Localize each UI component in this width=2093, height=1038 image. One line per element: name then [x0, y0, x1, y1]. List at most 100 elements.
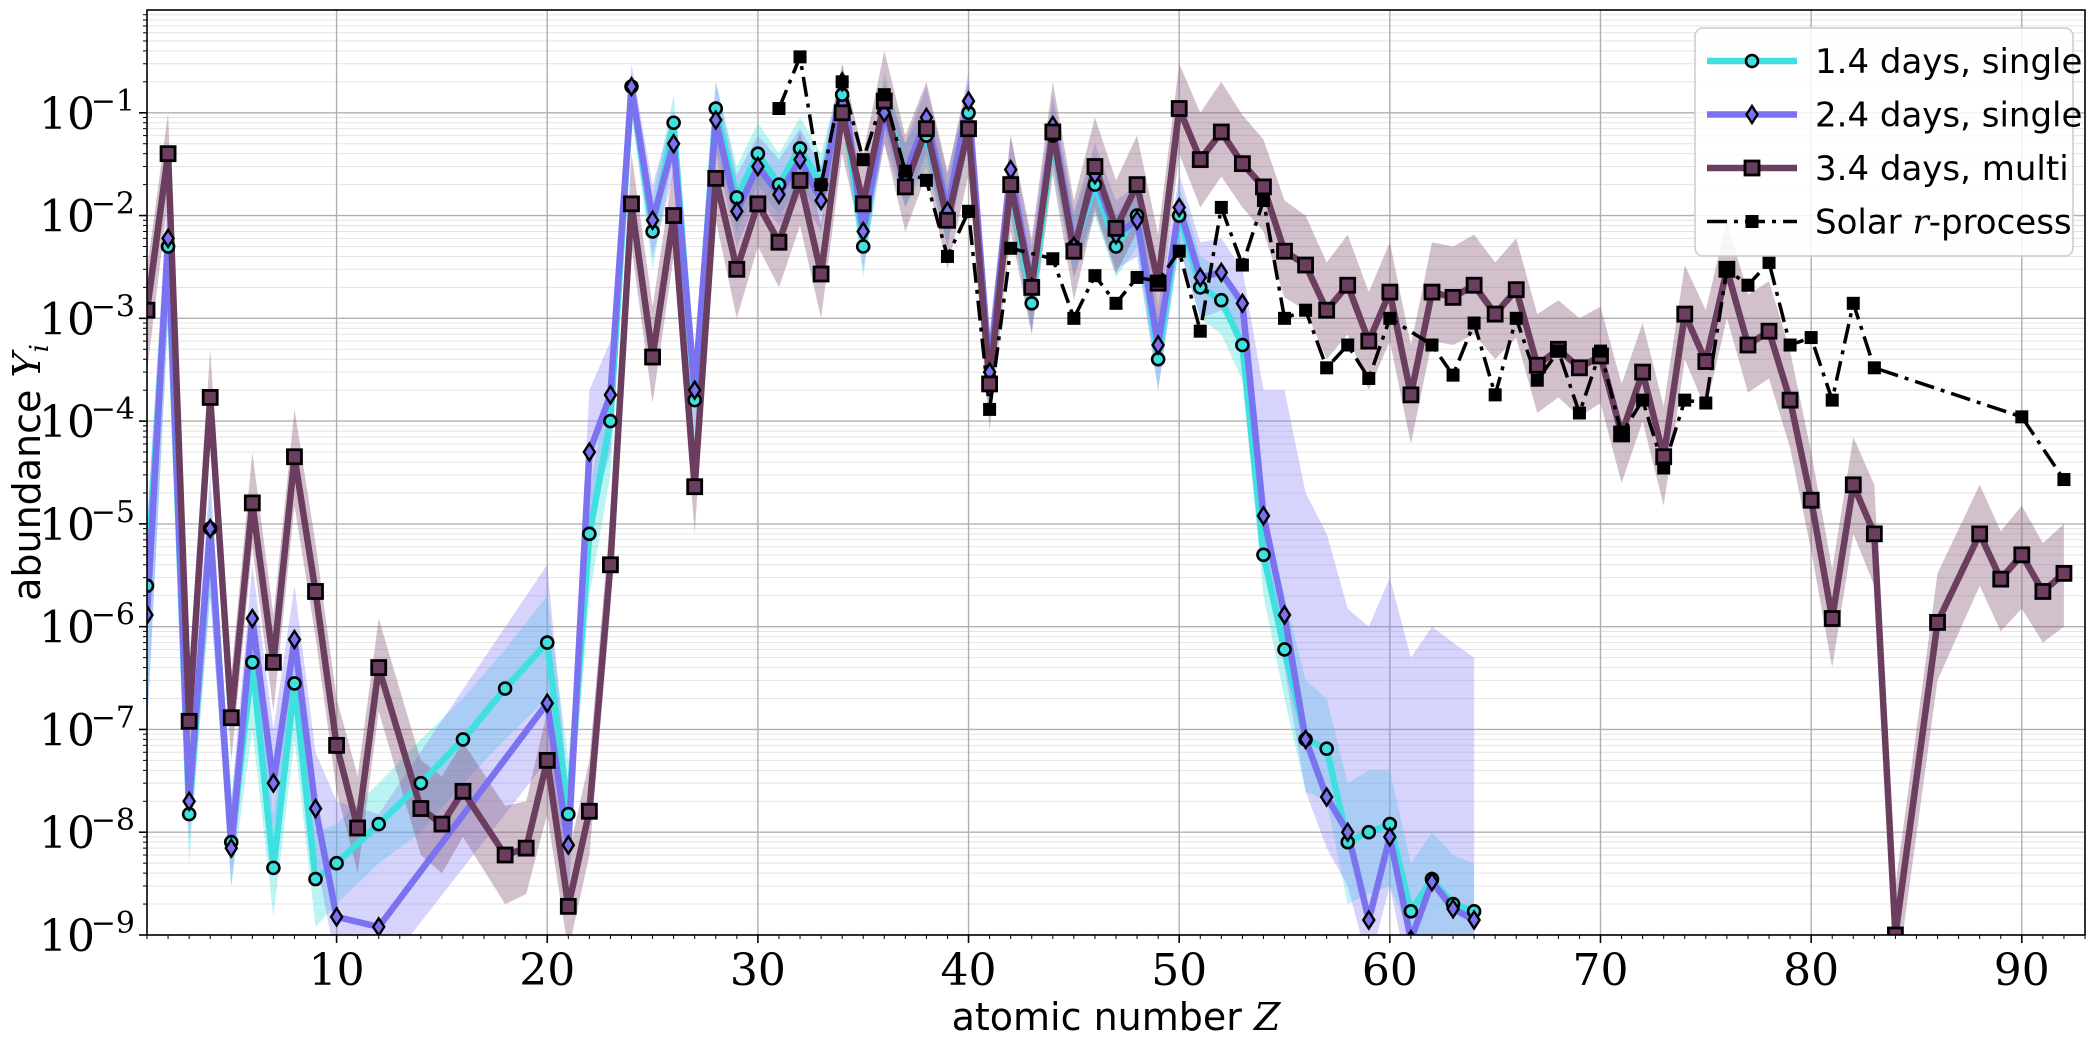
y-tick-exponent: −1 [91, 84, 135, 119]
data-point-series-3 [1023, 278, 1041, 296]
data-point-series-3 [2034, 583, 2052, 600]
data-point-series-3 [1760, 322, 1778, 340]
data-point-series-2 [856, 220, 871, 243]
data-point-series-1 [1214, 292, 1229, 308]
legend-box [1694, 27, 2074, 257]
data-point-series-3 [1781, 391, 1799, 409]
data-point-series-3 [1486, 305, 1504, 323]
data-point-series-3 [1887, 926, 1904, 935]
data-point-series-2 [182, 790, 197, 812]
y-tick-label: 10 [39, 603, 95, 654]
data-point-series-1 [1319, 741, 1334, 756]
data-point-series-1 [1024, 296, 1040, 311]
y-tick-label: 10 [39, 294, 95, 345]
line-series-4 [777, 55, 2066, 481]
data-point-series-1 [539, 635, 555, 650]
data-point-series-3 [2055, 564, 2073, 582]
data-point-series-4 [814, 178, 828, 192]
data-point-series-4 [1235, 258, 1249, 272]
data-point-series-4 [1446, 368, 1460, 382]
data-point-series-3 [1276, 242, 1293, 260]
data-point-series-1 [497, 681, 513, 696]
data-point-series-1 [287, 676, 302, 691]
data-point-series-4 [919, 173, 933, 187]
data-point-series-4 [1699, 396, 1713, 410]
data-point-series-2 [750, 155, 765, 178]
data-point-series-3 [1128, 176, 1146, 194]
y-tick-label: 10 [39, 808, 95, 859]
x-tick-label: 70 [1573, 945, 1629, 996]
data-point-series-4 [2015, 410, 2029, 424]
data-point-series-3 [201, 389, 219, 406]
data-point-series-1 [147, 578, 155, 594]
data-point-series-4 [1678, 393, 1692, 407]
x-axis-label: atomic number Z [952, 995, 1281, 1038]
data-point-series-2 [1407, 928, 1415, 935]
y-tick-exponent: −8 [91, 803, 135, 838]
data-point-series-3 [833, 104, 851, 122]
x-tick-label: 50 [1151, 945, 1207, 996]
data-point-series-3 [1402, 386, 1420, 404]
data-point-series-3 [370, 659, 388, 676]
data-point-series-3 [1086, 158, 1104, 175]
data-point-series-3 [1971, 525, 1989, 543]
data-point-series-4 [1383, 311, 1397, 325]
x-tick-label: 90 [1994, 945, 2050, 996]
legend-marker-3 [1743, 159, 1761, 177]
series-markers [147, 50, 2073, 935]
data-point-series-4 [2057, 473, 2071, 487]
data-point-series-2 [793, 148, 807, 171]
y-tick-label: 10 [39, 192, 95, 243]
data-point-series-4 [793, 50, 807, 64]
y-axis-ticks: 10−910−810−710−610−510−410−310−210−1 [39, 14, 147, 962]
data-point-series-4 [1572, 406, 1586, 420]
data-point-series-4 [1846, 296, 1860, 310]
x-tick-label: 60 [1362, 945, 1418, 996]
data-point-series-2 [603, 384, 618, 406]
data-point-series-3 [749, 195, 767, 213]
data-point-series-2 [266, 772, 281, 794]
data-point-series-2 [1298, 728, 1313, 751]
data-point-series-3 [496, 846, 514, 864]
data-point-series-3 [1318, 301, 1336, 319]
data-point-series-3 [1823, 610, 1841, 627]
data-point-series-3 [1444, 288, 1462, 306]
data-point-series-3 [1170, 100, 1188, 117]
data-point-series-4 [983, 402, 997, 416]
data-point-series-4 [1109, 296, 1123, 310]
data-point-series-3 [307, 583, 324, 600]
data-point-series-4 [1636, 393, 1650, 407]
data-point-series-2 [1256, 505, 1271, 527]
data-point-series-4 [1741, 278, 1755, 292]
data-point-series-3 [896, 178, 914, 196]
data-point-series-3 [1844, 476, 1862, 494]
y-tick-exponent: −9 [91, 906, 135, 941]
x-axis-ticks: 10 20 30 40 50 60 70 80 90 [146, 935, 2086, 996]
data-point-series-2 [582, 441, 597, 463]
x-tick-label: 20 [519, 945, 575, 996]
data-point-series-2 [1319, 786, 1334, 808]
legend-label-4: Solar r-process [1815, 203, 2072, 243]
data-point-series-3 [707, 169, 725, 187]
data-point-series-3 [454, 782, 472, 800]
data-point-series-2 [772, 183, 786, 206]
data-point-series-3 [264, 653, 282, 671]
data-point-series-4 [1488, 388, 1502, 402]
data-point-series-4 [1172, 244, 1186, 258]
data-point-series-2 [687, 379, 702, 401]
data-point-series-2 [1361, 909, 1376, 931]
data-point-series-4 [772, 102, 786, 116]
data-point-series-2 [245, 607, 260, 630]
data-point-series-4 [1783, 338, 1797, 352]
data-point-series-3 [918, 120, 935, 138]
data-point-series-4 [1278, 311, 1292, 325]
data-point-series-3 [1697, 353, 1715, 370]
y-tick-label: 10 [39, 89, 95, 140]
data-point-series-3 [1865, 525, 1883, 543]
data-point-series-3 [1233, 155, 1251, 173]
data-point-series-3 [1507, 281, 1525, 299]
data-point-series-3 [286, 448, 303, 466]
data-point-series-2 [371, 916, 386, 935]
data-point-series-1 [561, 806, 576, 822]
data-point-series-3 [1339, 276, 1357, 294]
